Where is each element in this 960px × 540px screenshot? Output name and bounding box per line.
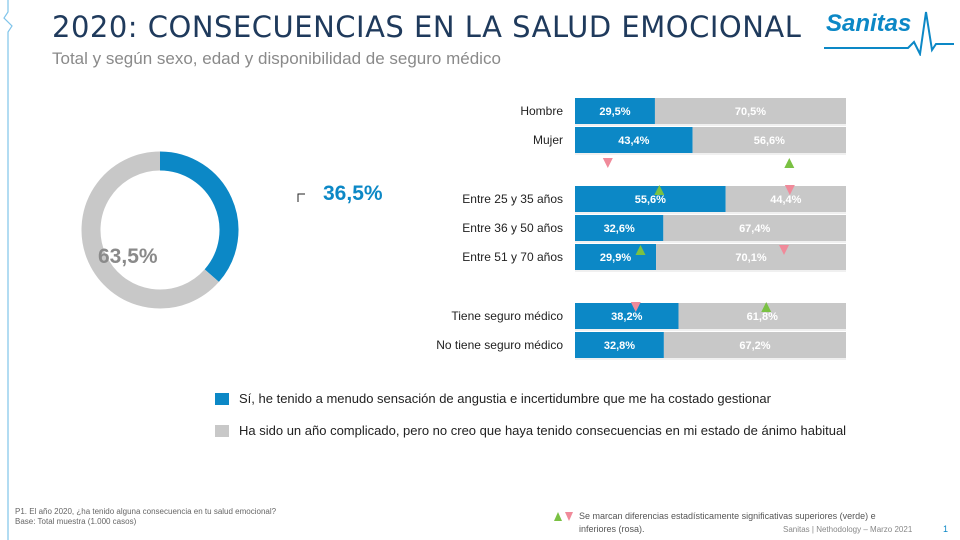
heartbeat-icon xyxy=(824,11,954,56)
page-subtitle: Total y según sexo, edad y disponibilida… xyxy=(52,49,501,68)
value-label-no: 67,4% xyxy=(739,223,770,235)
significance-up-icon xyxy=(635,245,646,255)
value-label-no: 61,8% xyxy=(747,311,778,323)
value-label-no: 56,6% xyxy=(754,135,785,147)
value-label-si: 43,4% xyxy=(618,135,649,147)
legend-swatch-no xyxy=(215,425,229,437)
significance-up-icon xyxy=(761,302,772,312)
significance-triangles-icon xyxy=(554,512,573,521)
value-label-no: 70,1% xyxy=(735,252,766,264)
value-label-si: 29,5% xyxy=(599,106,630,118)
significance-down-icon xyxy=(784,185,795,195)
bar-segment-no xyxy=(678,303,846,329)
legend-swatch-si xyxy=(215,393,229,405)
value-label-no: 44,4% xyxy=(770,194,801,206)
bar-segment-si xyxy=(575,332,664,358)
legend-label-si: Sí, he tenido a menudo sensación de angu… xyxy=(239,391,771,406)
legend-label-no: Ha sido un año complicado, pero no creo … xyxy=(239,423,847,438)
donut-label-si: 36,5% xyxy=(323,182,383,205)
footnote: P1. El año 2020, ¿ha tenido alguna conse… xyxy=(15,507,276,527)
significance-down-icon xyxy=(602,158,613,168)
bar-segment-no xyxy=(663,215,846,241)
donut-label-no: 63,5% xyxy=(98,245,158,268)
value-label-si: 32,6% xyxy=(604,223,635,235)
value-label-si: 32,8% xyxy=(604,340,635,352)
donut-leader-line xyxy=(297,193,305,202)
left-accent-line xyxy=(3,0,13,540)
page-number: 1 xyxy=(943,524,949,534)
bar-segment-si xyxy=(575,244,657,270)
significance-down-icon xyxy=(779,245,790,255)
footnote-base: Base: Total muestra (1.000 casos) xyxy=(15,517,137,526)
sanitas-logo: Sanitas xyxy=(822,4,954,56)
significance-up-icon xyxy=(784,158,795,168)
row-label: Entre 36 y 50 años xyxy=(462,221,563,235)
bar-segment-no xyxy=(663,332,846,358)
bar-segment-no xyxy=(692,127,846,153)
bar-segment-si xyxy=(575,127,693,153)
bar-segment-si xyxy=(575,186,726,212)
donut-chart xyxy=(81,151,239,309)
page-title: 2020: CONSECUENCIAS EN LA SALUD EMOCIONA… xyxy=(52,10,802,44)
value-label-no: 70,5% xyxy=(735,106,766,118)
footnote-question: P1. El año 2020, ¿ha tenido alguna conse… xyxy=(15,507,277,516)
credit: Sanitas | Nethodology – Marzo 2021 xyxy=(783,525,913,534)
bar-segment-si xyxy=(575,215,664,241)
significance-up-icon xyxy=(654,185,665,195)
row-label: Entre 25 y 35 años xyxy=(462,192,563,206)
row-label: Tiene seguro médico xyxy=(451,309,563,323)
row-label: Mujer xyxy=(533,133,563,147)
significance-down-icon xyxy=(630,302,641,312)
donut-slice-si xyxy=(159,151,239,282)
bar-segment-si xyxy=(575,303,679,329)
bar-segment-no xyxy=(725,186,846,212)
value-label-si: 29,9% xyxy=(600,252,631,264)
value-label-no: 67,2% xyxy=(739,340,770,352)
value-label-si: 55,6% xyxy=(635,194,666,206)
bar-segment-no xyxy=(654,98,846,124)
row-label: Entre 51 y 70 años xyxy=(462,250,563,264)
row-label: Hombre xyxy=(520,104,563,118)
bar-segment-si xyxy=(575,98,655,124)
value-label-si: 38,2% xyxy=(611,311,642,323)
row-label: No tiene seguro médico xyxy=(436,338,563,352)
donut-slice-no xyxy=(81,151,219,309)
bar-segment-no xyxy=(656,244,846,270)
significance-note-text: Se marcan diferencias estadísticamente s… xyxy=(579,511,876,534)
logo-text: Sanitas xyxy=(826,10,912,37)
